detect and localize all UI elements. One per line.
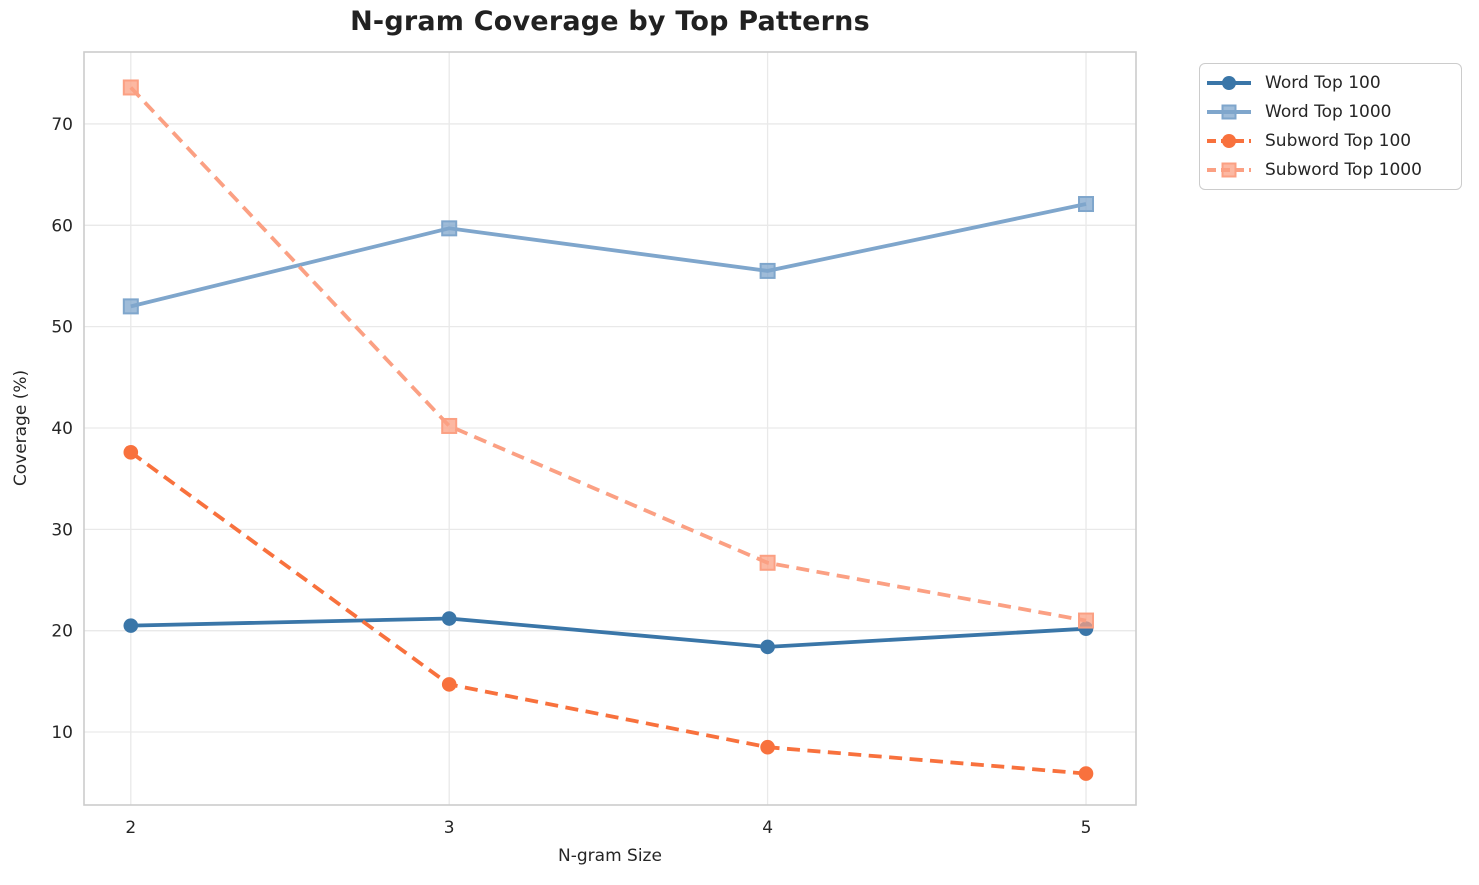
legend-line-circle-icon: [1207, 134, 1251, 149]
x-tick-label: 4: [762, 818, 773, 838]
data-point-marker: [123, 618, 139, 633]
legend-item: Word Top 1000: [1206, 97, 1453, 126]
data-point-marker: [759, 554, 776, 571]
legend-line-square-icon: [1207, 104, 1251, 120]
legend-label: Word Top 100: [1265, 72, 1381, 93]
legend: Word Top 100 Word Top 1000 Subword Top 100…: [1199, 63, 1462, 190]
legend-label: Subword Top 100: [1265, 131, 1412, 152]
data-point-marker: [760, 639, 775, 655]
legend-item: Subword Top 1000: [1206, 156, 1453, 185]
data-point-marker: [1078, 612, 1095, 629]
x-tick-label: 2: [125, 818, 136, 838]
data-point-marker: [441, 611, 457, 626]
plot-frame: [83, 51, 1137, 806]
y-tick-label: 50: [51, 318, 73, 338]
data-point-marker: [441, 220, 458, 237]
y-axis-label: Coverage (%): [11, 369, 31, 487]
legend-label: Subword Top 1000: [1265, 160, 1422, 181]
y-tick-label: 60: [51, 216, 73, 236]
y-tick-label: 10: [51, 723, 73, 743]
y-tick-label: 40: [51, 419, 73, 439]
data-point-marker: [1078, 196, 1095, 213]
data-point-marker: [760, 739, 775, 755]
x-tick-label: 3: [444, 818, 455, 838]
data-point-marker: [441, 677, 457, 692]
data-point-marker: [441, 417, 458, 434]
y-tick-label: 30: [51, 520, 73, 540]
data-point-marker: [122, 79, 139, 96]
y-tick-label: 20: [51, 622, 73, 642]
legend-label: Word Top 1000: [1265, 101, 1392, 122]
legend-item: Subword Top 100: [1206, 127, 1453, 156]
legend-item: Word Top 100: [1206, 68, 1453, 97]
x-axis-label: N-gram Size: [558, 846, 662, 866]
x-tick-label: 5: [1081, 818, 1092, 838]
data-point-marker: [122, 298, 139, 315]
series-line: [130, 616, 1087, 649]
series-line: [129, 450, 1087, 776]
data-point-marker: [123, 445, 139, 460]
legend-line-square-icon: [1207, 162, 1251, 178]
chart-title: N-gram Coverage by Top Patterns: [350, 6, 870, 37]
data-point-marker: [759, 262, 776, 279]
y-tick-label: 70: [51, 115, 73, 135]
series-line: [129, 86, 1087, 623]
series-line: [130, 202, 1087, 309]
data-point-marker: [1078, 766, 1094, 781]
legend-line-circle-icon: [1207, 75, 1251, 90]
